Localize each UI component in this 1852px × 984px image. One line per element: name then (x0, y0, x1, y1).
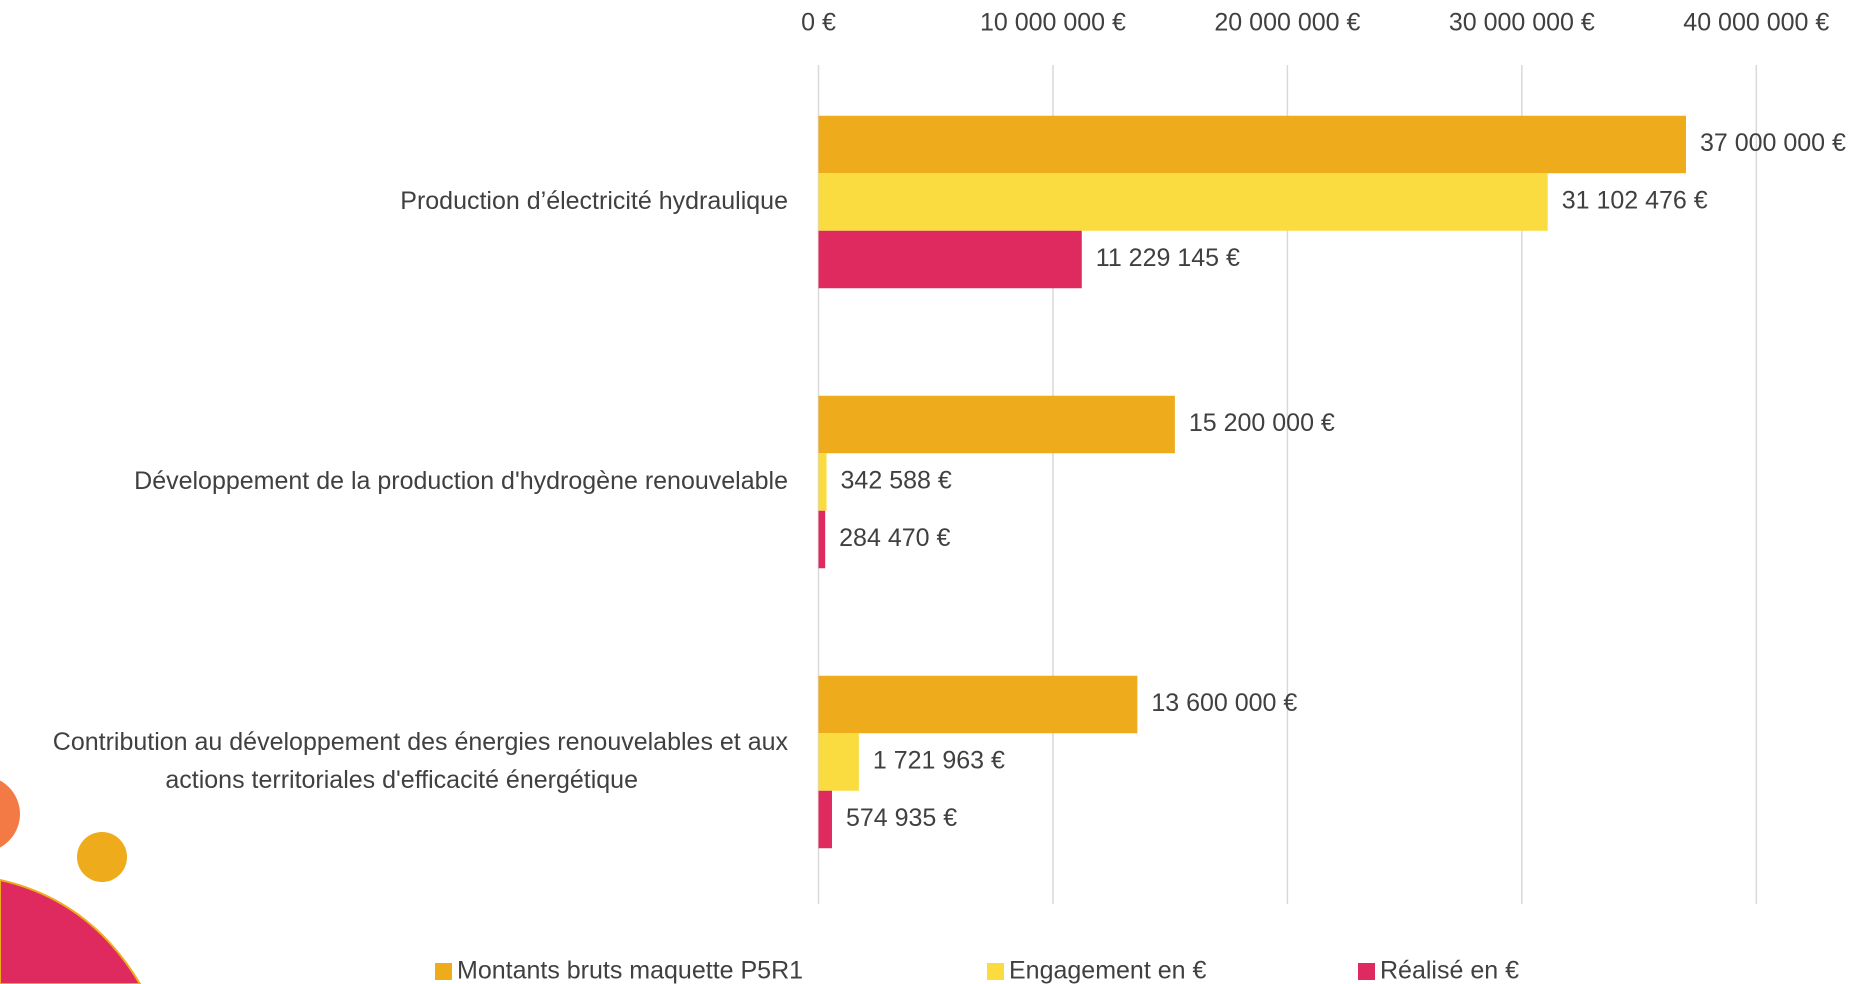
data-label: 31 102 476 € (1562, 187, 1708, 215)
x-tick-label: 20 000 000 € (1214, 9, 1360, 37)
y-tick-label: Production d’électricité hydraulique (400, 187, 788, 215)
data-label: 284 470 € (839, 524, 950, 552)
bar (818, 115, 1686, 174)
decor-circle (0, 780, 20, 848)
bar (818, 675, 1138, 734)
data-label: 13 600 000 € (1151, 689, 1297, 717)
data-label: 15 200 000 € (1189, 409, 1335, 437)
data-label: 574 935 € (846, 804, 957, 832)
bar (818, 733, 859, 791)
legend-label: Montants bruts maquette P5R1 (457, 957, 803, 984)
x-tick-label: 30 000 000 € (1449, 9, 1595, 37)
legend-swatch (435, 963, 452, 980)
x-tick-label: 40 000 000 € (1683, 9, 1829, 37)
y-tick-label: Développement de la production d'hydrogè… (134, 467, 788, 495)
data-label: 1 721 963 € (873, 747, 1005, 775)
x-tick-label: 10 000 000 € (980, 9, 1126, 37)
data-label: 37 000 000 € (1700, 129, 1846, 157)
label-line: Développement de la production d'hydrogè… (134, 467, 788, 495)
x-tick-label: 0 € (801, 9, 836, 37)
legend-label: Réalisé en € (1380, 957, 1519, 984)
data-label: 11 229 145 € (1096, 244, 1240, 272)
bar (818, 230, 1082, 289)
label-line: Production d’électricité hydraulique (400, 187, 788, 215)
legend-swatch (987, 963, 1004, 980)
label-line: Contribution au développement des énergi… (53, 728, 789, 756)
bar (818, 395, 1175, 454)
data-label: 342 588 € (841, 467, 952, 495)
legend-swatch (1358, 963, 1375, 980)
decor-circle (77, 832, 127, 882)
legend-label: Engagement en € (1009, 957, 1206, 984)
bar (818, 453, 827, 511)
label-line: actions territoriales d'efficacité énerg… (165, 766, 638, 794)
bar (818, 790, 832, 849)
y-tick-label: Contribution au développement des énergi… (53, 728, 789, 794)
decor-shape (0, 878, 142, 984)
bar (818, 510, 826, 569)
bar (818, 173, 1548, 231)
